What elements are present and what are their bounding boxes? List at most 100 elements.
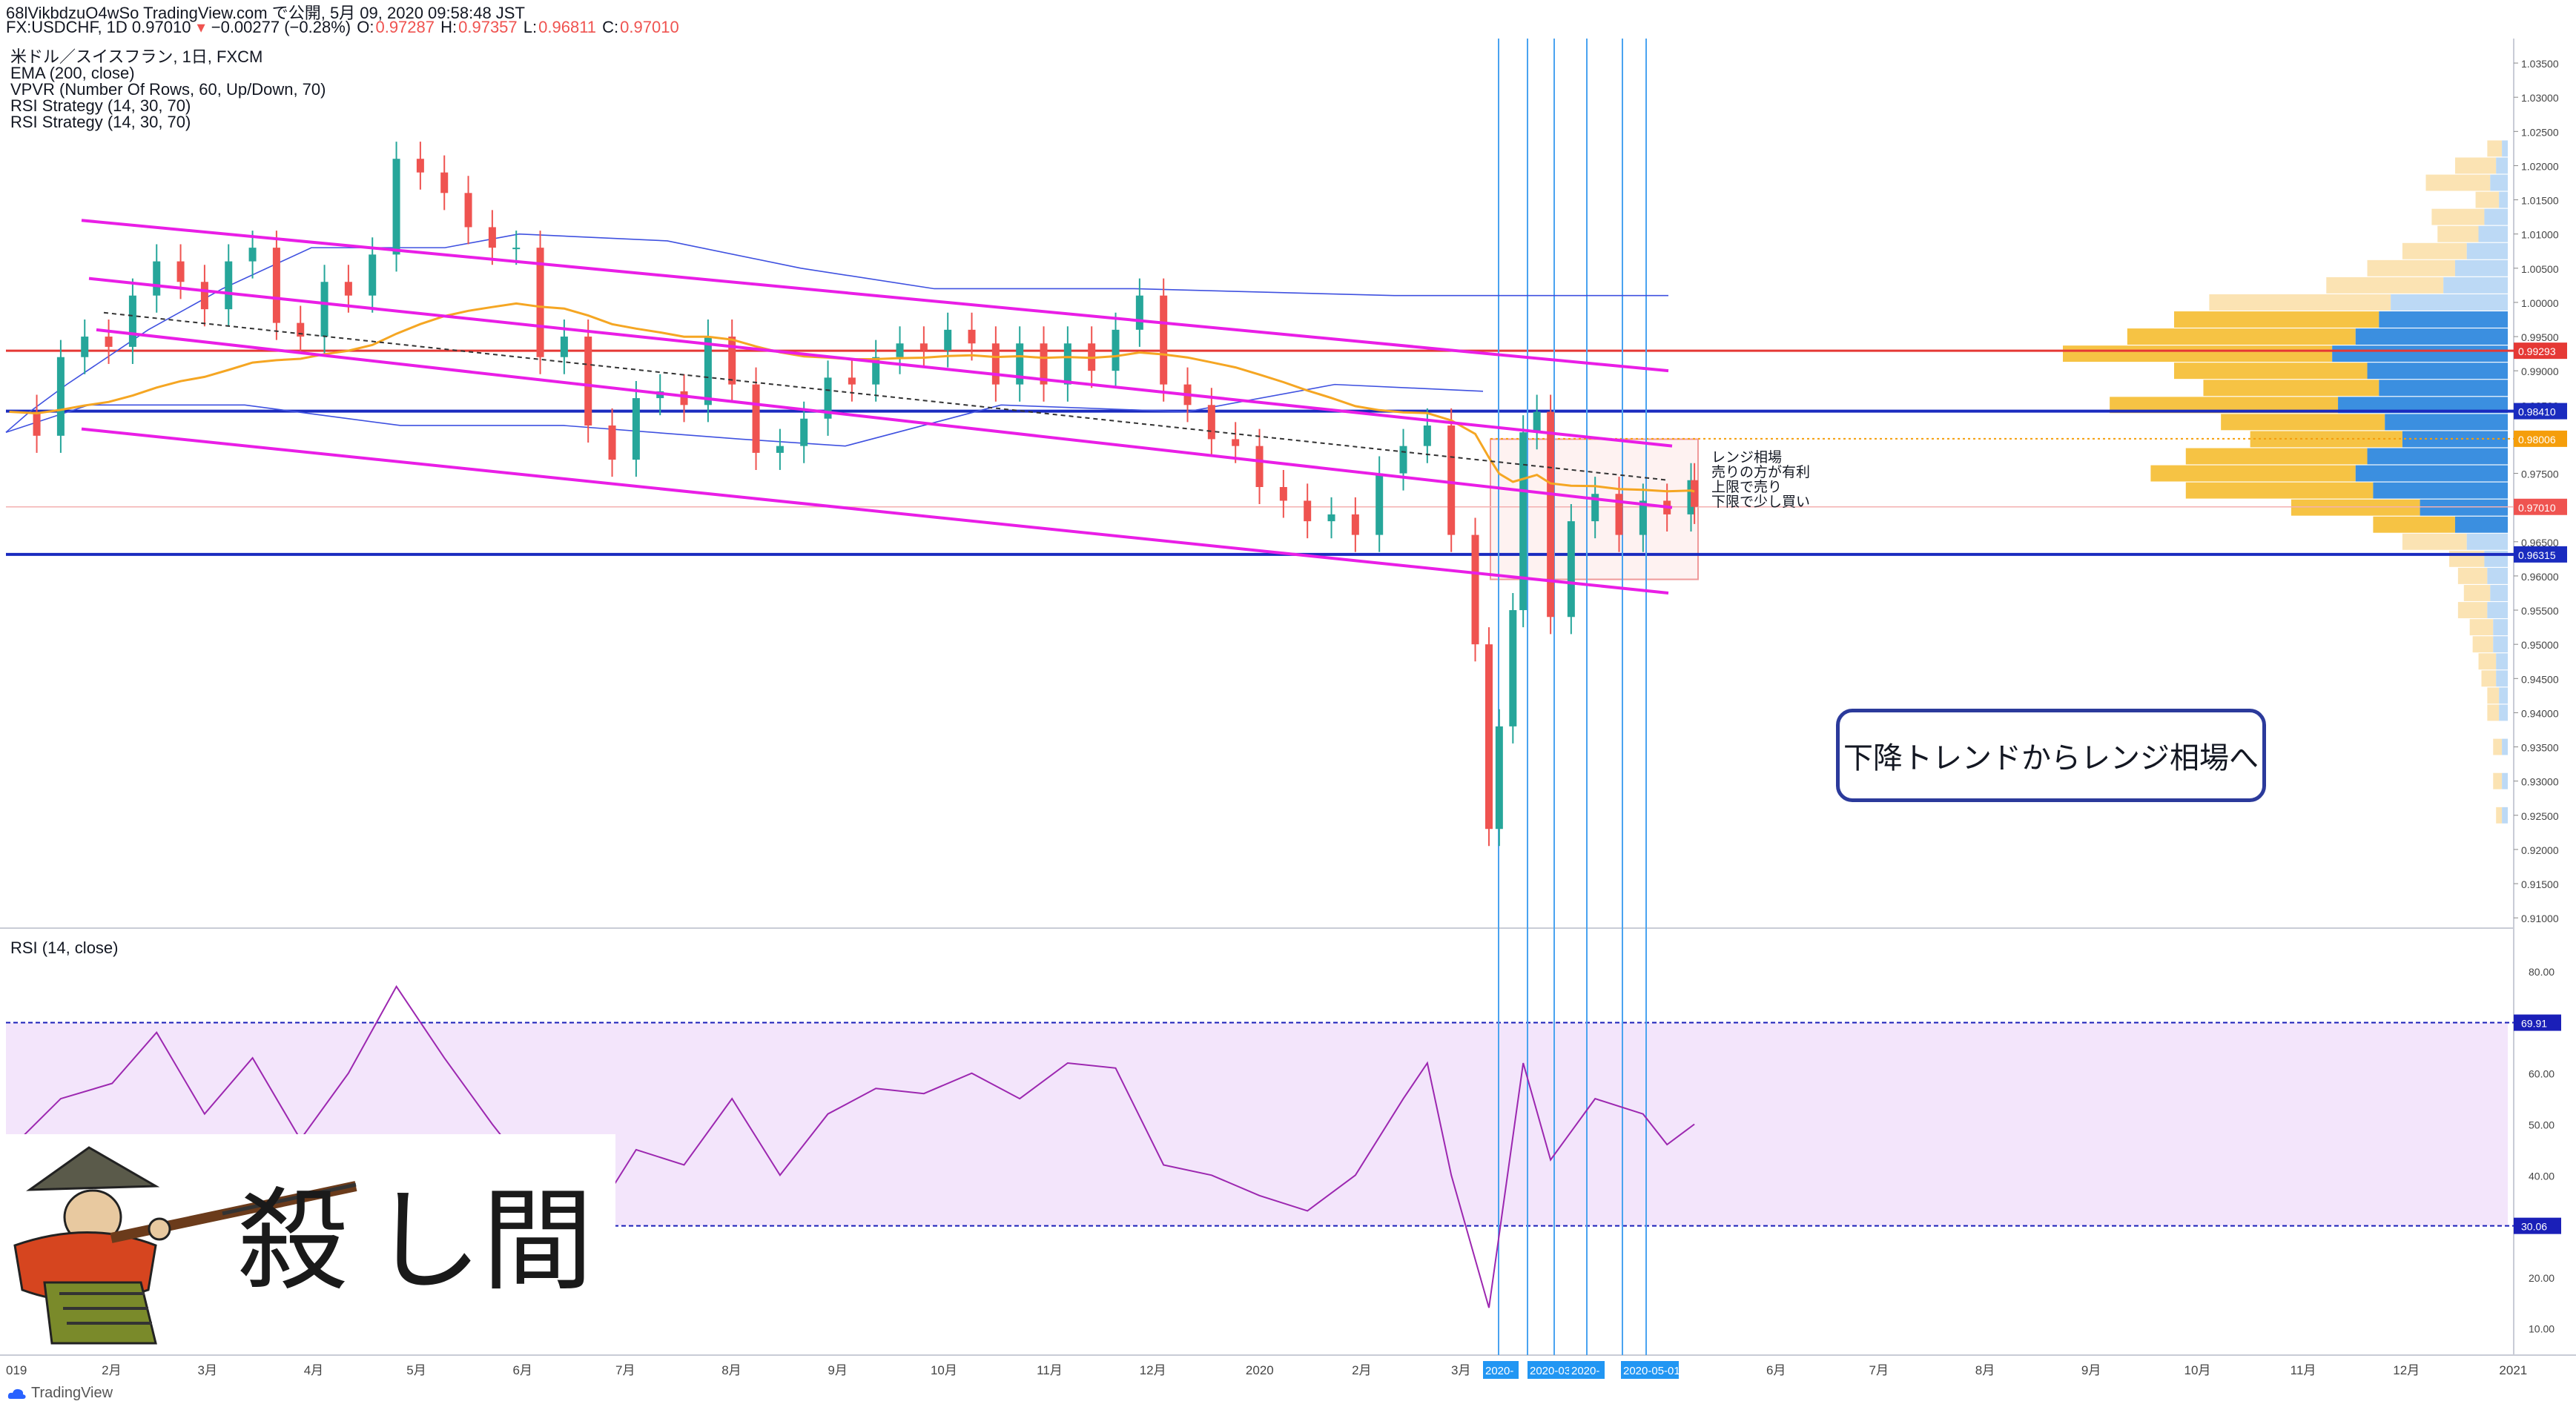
vpvr-up-bar bbox=[2221, 414, 2385, 431]
study-vpvr[interactable]: VPVR (Number Of Rows, 60, Up/Down, 70) bbox=[10, 80, 326, 99]
vpvr-up-bar bbox=[2326, 277, 2444, 294]
tradingview-logo[interactable]: TradingView bbox=[7, 1385, 113, 1402]
date-marker-text: 2020- bbox=[1485, 1365, 1513, 1377]
vpvr-up-bar bbox=[2437, 225, 2479, 242]
rsi-tick-label: 20.00 bbox=[2529, 1272, 2554, 1284]
rsi-tick-label: 10.00 bbox=[2529, 1323, 2554, 1335]
footer-text: TradingView bbox=[31, 1385, 113, 1401]
candle-body bbox=[704, 337, 712, 405]
channel-line bbox=[96, 328, 1673, 509]
vpvr-up-bar bbox=[2402, 533, 2467, 550]
price-tick-label: 1.02000 bbox=[2521, 160, 2559, 172]
candle-body bbox=[81, 337, 89, 357]
price-axis[interactable]: 1.03500 1.03000 1.02500 1.02000 1.01500 1.010… bbox=[2514, 58, 2567, 1335]
candle-body bbox=[1591, 494, 1599, 522]
vpvr-down-bar bbox=[2487, 602, 2508, 619]
vpvr-up-bar bbox=[2174, 362, 2368, 380]
time-axis[interactable]: 0192月3月4月5月6月7月8月9月10月11月12月20202月3月4月5月… bbox=[6, 1361, 2527, 1379]
vpvr-down-bar bbox=[2332, 345, 2508, 362]
vpvr-down-bar bbox=[2493, 619, 2508, 636]
annotation-line: 売りの方が有利 bbox=[1711, 465, 1811, 480]
vpvr-up-bar bbox=[2493, 772, 2503, 789]
candle-body bbox=[464, 193, 472, 228]
time-tick-label: 9月 bbox=[2081, 1363, 2101, 1377]
vpvr-down-bar bbox=[2379, 380, 2508, 397]
study-ema[interactable]: EMA (200, close) bbox=[10, 64, 135, 82]
channel-line bbox=[81, 427, 1669, 595]
time-tick-label: 2021 bbox=[2499, 1363, 2527, 1377]
candle-body bbox=[369, 254, 377, 296]
candle-body bbox=[320, 282, 328, 337]
price-label-text: 0.98006 bbox=[2518, 434, 2556, 446]
candle-body bbox=[176, 261, 185, 282]
vpvr-outline bbox=[5, 233, 1668, 433]
candle-body bbox=[752, 384, 760, 453]
time-tick-label: 8月 bbox=[1975, 1363, 1995, 1377]
high-value: 0.97357 bbox=[458, 18, 518, 36]
price-label-badge bbox=[2514, 498, 2567, 515]
vpvr-down-bar bbox=[2454, 516, 2508, 533]
vpvr-up-bar bbox=[2367, 259, 2455, 277]
candle-body bbox=[991, 343, 1000, 385]
candle-body bbox=[944, 329, 952, 351]
vpvr-down-bar bbox=[2443, 277, 2508, 294]
study-rsi-strategy[interactable]: RSI Strategy (14, 30, 70) bbox=[10, 96, 191, 115]
candle-body bbox=[800, 418, 808, 446]
price-tick-label: 1.03500 bbox=[2521, 58, 2559, 70]
candle-body bbox=[848, 377, 856, 385]
vpvr-down-bar bbox=[2466, 533, 2508, 550]
time-tick-label: 2020 bbox=[1246, 1363, 1274, 1377]
study-rsi-strategy[interactable]: RSI Strategy (14, 30, 70) bbox=[10, 113, 191, 131]
date-marker-lines bbox=[1498, 39, 1647, 1355]
vpvr-down-bar bbox=[2487, 567, 2508, 584]
time-tick-label: 4月 bbox=[304, 1363, 323, 1377]
vpvr-up-bar bbox=[2457, 602, 2488, 619]
candle-body bbox=[1615, 494, 1623, 535]
candle-body bbox=[896, 343, 904, 357]
time-tick-label: 3月 bbox=[198, 1363, 217, 1377]
high-label: H: bbox=[440, 18, 458, 36]
logo-kanji: 間 bbox=[482, 1177, 594, 1306]
rsi-band-badge bbox=[2514, 1217, 2561, 1234]
time-tick-label: 6月 bbox=[512, 1363, 532, 1377]
rsi-pane-title[interactable]: RSI (14, close) bbox=[10, 938, 119, 957]
vpvr-up-bar bbox=[2457, 567, 2488, 584]
rsi-tick-label: 60.00 bbox=[2529, 1068, 2554, 1080]
annotation-line: レンジ相場 bbox=[1711, 450, 1783, 466]
candle-body bbox=[1519, 432, 1528, 611]
rsi-tick-label: 80.00 bbox=[2529, 966, 2554, 978]
study-symbol[interactable]: 米ドル／スイスフラン, 1日, FXCM bbox=[10, 47, 263, 66]
vpvr-down-bar bbox=[2499, 687, 2508, 704]
date-marker-badge bbox=[1569, 1361, 1605, 1379]
candle-body bbox=[1567, 521, 1575, 618]
vpvr-up-bar bbox=[2454, 157, 2497, 174]
candle-body bbox=[392, 159, 400, 255]
price-tick-label: 1.01000 bbox=[2521, 229, 2559, 241]
candle-body bbox=[560, 337, 568, 357]
price-tick-label: 0.93500 bbox=[2521, 742, 2559, 754]
time-tick-label: 7月 bbox=[1869, 1363, 1889, 1377]
close-value: 0.97010 bbox=[620, 18, 679, 36]
candle-body bbox=[200, 282, 208, 310]
price-tick-label: 0.95000 bbox=[2521, 639, 2559, 651]
time-tick-label: 10月 bbox=[931, 1363, 957, 1377]
vpvr-up-bar bbox=[2487, 704, 2500, 721]
candle-body bbox=[1547, 411, 1555, 618]
rsi-line bbox=[8, 984, 1695, 1308]
time-tick-label: 9月 bbox=[828, 1363, 847, 1377]
vpvr-down-bar bbox=[2338, 397, 2508, 414]
vpvr-up-bar bbox=[2110, 397, 2339, 414]
candle-body bbox=[608, 425, 616, 460]
price-label-badge bbox=[2514, 342, 2567, 360]
price-label-text: 0.97010 bbox=[2518, 502, 2556, 514]
vpvr-down-bar bbox=[2355, 465, 2508, 482]
candle-body bbox=[1063, 343, 1071, 385]
low-label: L: bbox=[523, 18, 538, 36]
candle-body bbox=[968, 329, 976, 344]
vpvr-up-bar bbox=[2063, 345, 2333, 362]
price-tick-label: 0.96000 bbox=[2521, 571, 2559, 583]
candle-body bbox=[33, 411, 41, 436]
price-tick-label: 0.94500 bbox=[2521, 673, 2559, 685]
date-marker-badge bbox=[1483, 1361, 1519, 1379]
